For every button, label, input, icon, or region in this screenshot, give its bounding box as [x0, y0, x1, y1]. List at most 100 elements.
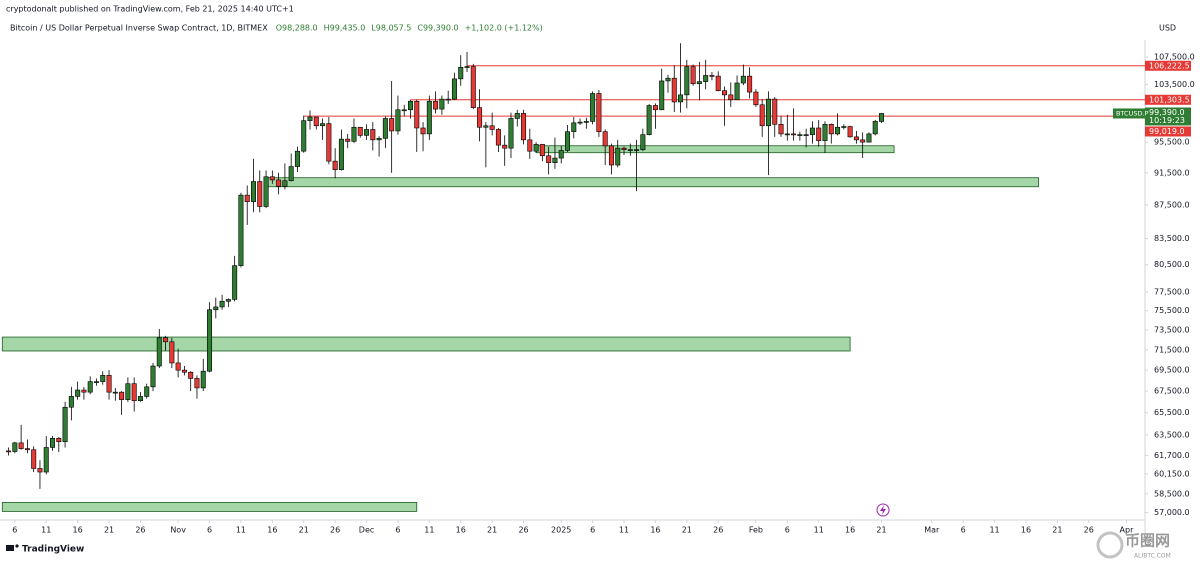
candle-body — [6, 450, 12, 453]
x-tick-label: 16 — [650, 526, 660, 535]
brand: TradingView — [22, 545, 84, 555]
y-tick-label: 71,500.0 — [1154, 345, 1190, 354]
y-tick-label: 73,500.0 — [1154, 325, 1190, 334]
candle-body — [357, 126, 363, 136]
candle-body — [539, 144, 545, 157]
currency: USD — [1159, 24, 1176, 33]
candle-body — [207, 309, 213, 372]
x-tick-label: 6 — [590, 526, 595, 535]
x-tick-label: 6 — [395, 526, 400, 535]
watermark — [1096, 531, 1124, 559]
candle-body — [200, 370, 206, 389]
candle-body — [709, 75, 715, 77]
last-price-box — [1145, 107, 1191, 126]
x-tick-label: 16 — [456, 526, 466, 535]
zone — [1, 336, 851, 352]
candle-body — [301, 120, 307, 152]
x-tick-label: 11 — [619, 526, 629, 535]
candle-body — [119, 391, 125, 400]
candle-body — [188, 371, 194, 379]
watermark-name: 币圈网 — [1125, 532, 1170, 550]
candle-body — [345, 138, 351, 142]
x-tick-label: 6 — [207, 526, 212, 535]
ohlc-value: H99,435.0 — [324, 24, 366, 33]
candle-body — [464, 66, 470, 68]
x-tick-label: 21 — [299, 526, 309, 535]
ohlc-legend: O98,288.0 H99,435.0 L98,057.5 C99,390.0 +1,1… — [276, 24, 543, 33]
candle-body — [376, 138, 382, 141]
x-tick-label: Mar — [924, 526, 940, 535]
candle-body — [608, 145, 614, 166]
candle-body — [759, 104, 765, 127]
zone — [535, 145, 895, 154]
candle-body — [213, 306, 219, 311]
x-tick-label: 16 — [73, 526, 83, 535]
candle-body — [175, 362, 181, 371]
x-tick-label: 26 — [1084, 526, 1094, 535]
x-tick-label: 6 — [785, 526, 790, 535]
x-tick-label: 21 — [876, 526, 886, 535]
x-tick-label: Dec — [359, 526, 374, 535]
candle-body — [282, 180, 288, 187]
y-tick-label: 69,500.0 — [1154, 366, 1190, 375]
candle-body — [853, 136, 859, 141]
x-tick-label: 6 — [12, 526, 17, 535]
x-tick-label: 6 — [961, 526, 966, 535]
x-tick-label: 16 — [1021, 526, 1031, 535]
ohlc-value: +1,102.0 (+1.12%) — [465, 24, 543, 33]
alert-icon[interactable] — [876, 503, 890, 517]
candle-body — [62, 406, 68, 443]
countdown: 10:19:23 — [1149, 116, 1185, 125]
y-tick-label: 67,500.0 — [1154, 387, 1190, 396]
candle-body — [244, 194, 250, 202]
candle-body — [257, 181, 263, 207]
y-tick-label: 83,500.0 — [1154, 234, 1190, 243]
candle-body — [131, 383, 137, 402]
candle-body — [225, 299, 231, 302]
ohlc-value: L98,057.5 — [371, 24, 411, 33]
candle-body — [747, 75, 753, 93]
candle-body — [351, 126, 357, 142]
candle-body — [370, 129, 376, 141]
candle-body — [439, 98, 445, 110]
x-tick-label: 21 — [487, 526, 497, 535]
candle-body — [445, 98, 451, 101]
x-tick-label: 11 — [814, 526, 824, 535]
candle-body — [433, 100, 439, 110]
candle-body — [37, 468, 43, 473]
x-tick-label: 26 — [135, 526, 145, 535]
symbol-box — [1113, 108, 1145, 119]
candle-body — [590, 93, 596, 122]
candle-body — [514, 113, 520, 119]
candle-body — [470, 66, 476, 108]
candle-body — [401, 109, 407, 112]
symbol-label: BTCUSD.P — [1116, 109, 1149, 117]
x-tick-label: 11 — [989, 526, 999, 535]
candle-body — [276, 179, 282, 187]
candle-body — [615, 147, 621, 166]
candle-body — [577, 121, 583, 124]
x-tick-label: 26 — [518, 526, 528, 535]
candle-body — [451, 78, 457, 100]
y-tick-label: 103,500.0 — [1154, 80, 1195, 89]
last-price-label: 99,390.0 — [1149, 108, 1185, 117]
x-tick-label: 21 — [682, 526, 692, 535]
candle-body — [879, 113, 885, 122]
candle-body — [75, 389, 81, 397]
candle-body — [828, 124, 834, 135]
candle-body — [395, 109, 401, 132]
candle-body — [765, 98, 771, 127]
candle-body — [772, 98, 778, 125]
candle-body — [326, 123, 332, 162]
candle-body — [816, 127, 822, 141]
candle-body — [420, 127, 426, 135]
candle-body — [546, 155, 552, 163]
candle-body — [288, 166, 294, 182]
candle-body — [860, 139, 866, 143]
candle-body — [43, 447, 49, 473]
candle-body — [219, 300, 225, 308]
x-tick-label: Apr — [1120, 526, 1135, 535]
candle-body — [652, 105, 658, 111]
x-tick-label: 26 — [713, 526, 723, 535]
candle-body — [68, 396, 74, 408]
